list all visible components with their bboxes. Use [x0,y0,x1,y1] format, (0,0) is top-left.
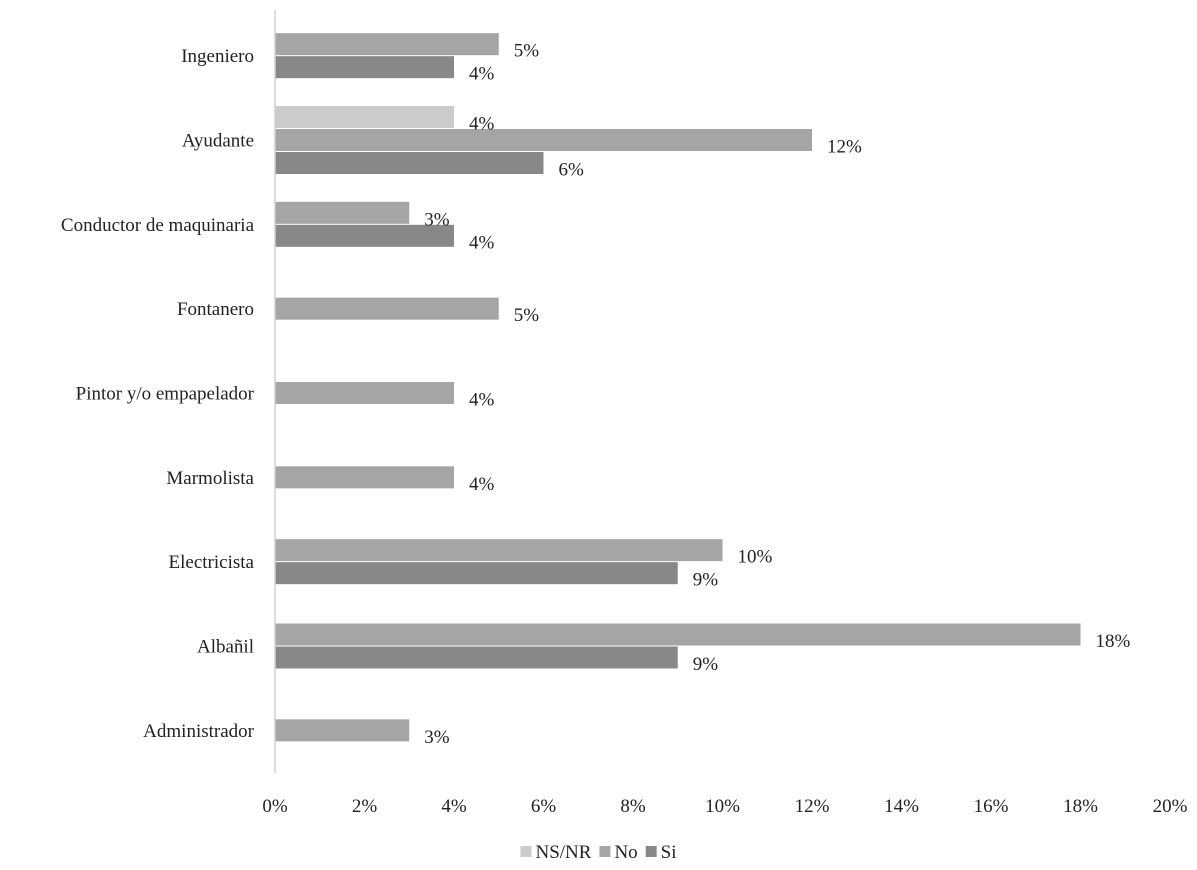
data-label-conductor-de-maquinaria-no: 3% [424,209,450,230]
category-label-electricista: Electricista [169,552,255,573]
x-tick-label: 20% [1153,796,1188,817]
bar-pintor-y-o-empapelador-no [275,382,454,404]
x-tick-label: 4% [441,796,467,817]
bar-administrador-no [275,719,410,742]
bar-ingeniero-no [275,33,499,56]
bars-layer [275,33,1081,742]
legend-swatch-ns-nr [520,846,532,857]
x-tick-label: 18% [1063,796,1098,817]
category-label-albanil: Albañil [197,637,254,658]
bar-conductor-de-maquinaria-no [275,201,410,224]
legend-swatch-no [599,846,611,857]
data-label-electricista-si: 9% [693,570,719,591]
data-label-ingeniero-si: 4% [469,64,495,85]
bar-ayudante-ns-nr [275,106,454,128]
x-tick-label: 12% [795,796,830,817]
bar-electricista-no [275,539,723,562]
x-tick-label: 6% [531,796,557,817]
bar-albanil-no [275,623,1081,646]
data-label-administrador-no: 3% [424,727,450,748]
category-labels: Ingeniero Ayudante Conductor de maquinaria… [61,46,255,742]
legend-label-ns-nr: NS/NR [535,842,591,863]
bar-electricista-si [275,562,678,585]
x-axis-ticks: 0% 2% 4% 6% 8% 10% 12% 14% 16% 18% 20% [262,796,1187,817]
legend-label-no: No [614,842,637,863]
bar-conductor-de-maquinaria-si [275,224,454,247]
bar-marmolista-no [275,466,454,489]
category-label-ayudante: Ayudante [182,131,254,152]
data-label-ingeniero-no: 5% [514,41,540,62]
category-label-marmolista: Marmolista [166,468,254,489]
data-label-marmolista-no: 4% [469,474,495,495]
data-label-conductor-de-maquinaria-si: 4% [469,232,495,253]
x-tick-label: 14% [884,796,919,817]
data-label-electricista-no: 10% [738,547,773,568]
bar-ingeniero-si [275,56,454,79]
x-tick-label: 2% [352,796,378,817]
category-label-ingeniero: Ingeniero [181,46,254,67]
data-label-ayudante-si: 6% [559,160,585,181]
x-tick-label: 10% [705,796,740,817]
data-label-ayudante-no: 12% [827,137,862,158]
bar-fontanero-no [275,297,499,320]
legend: NS/NR No Si [520,842,677,863]
data-label-albanil-no: 18% [1096,631,1131,652]
x-tick-label: 0% [262,796,288,817]
data-label-ayudante-ns-nr: 4% [469,114,495,135]
data-labels: 5% 4% 4% 12% 6% 3% 4% 5% 4% 4% 10% 9% 18% 9% 3% [424,41,1130,748]
data-label-pintor-y-o-empapelador-no: 4% [469,390,495,411]
category-label-fontanero: Fontanero [177,299,254,320]
x-tick-label: 16% [974,796,1009,817]
legend-swatch-si [645,846,657,857]
category-label-conductor-de-maquinaria: Conductor de maquinaria [61,215,255,236]
x-tick-label: 8% [620,796,646,817]
legend-label-si: Si [661,842,677,863]
category-label-pintor-y-o-empapelador: Pintor y/o empapelador [76,384,255,405]
bar-ayudante-no [275,129,812,151]
bar-albanil-si [275,646,678,669]
bar-ayudante-si [275,152,544,174]
data-label-albanil-si: 9% [693,654,719,675]
category-label-administrador: Administrador [143,721,254,742]
data-label-fontanero-no: 5% [514,305,540,326]
